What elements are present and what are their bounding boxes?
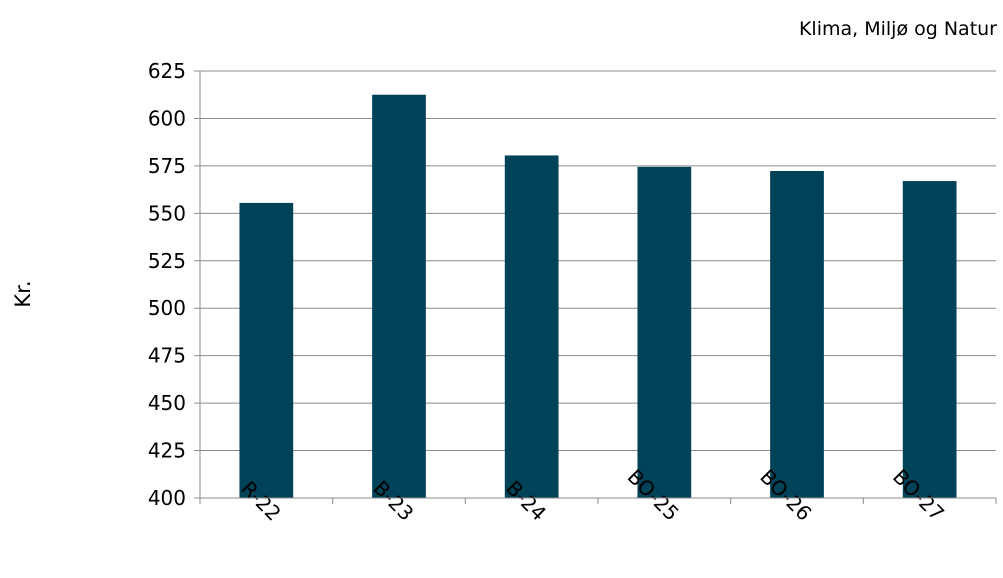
y-tick-labels: 400 425 450 475 500 525 550 575 600 625 [148,59,186,510]
bars [239,94,957,499]
y-tick-label: 400 [148,486,186,510]
y-tick-label: 475 [148,344,186,368]
y-tick-label: 450 [148,391,186,415]
bar [902,181,957,498]
y-axis-label: Kr. [11,280,35,307]
y-tick-label: 550 [148,201,186,225]
y-tick-label: 600 [148,106,186,130]
y-tick-label: 625 [148,59,186,83]
bar [770,171,824,499]
x-tick-labels: R-22 B-23 B-24 BO-25 BO-26 BO-27 [236,464,949,525]
y-tick-label: 525 [148,249,186,273]
axes [199,71,997,504]
bar [372,94,426,498]
chart-title: Klima, Miljø og Natur [799,18,997,40]
y-tick-label: 500 [148,296,186,320]
gridlines [194,70,996,499]
bar [504,155,559,498]
bar [239,202,294,498]
y-tick-label: 425 [148,439,186,463]
bar [637,166,692,499]
y-tick-label: 575 [148,154,186,178]
